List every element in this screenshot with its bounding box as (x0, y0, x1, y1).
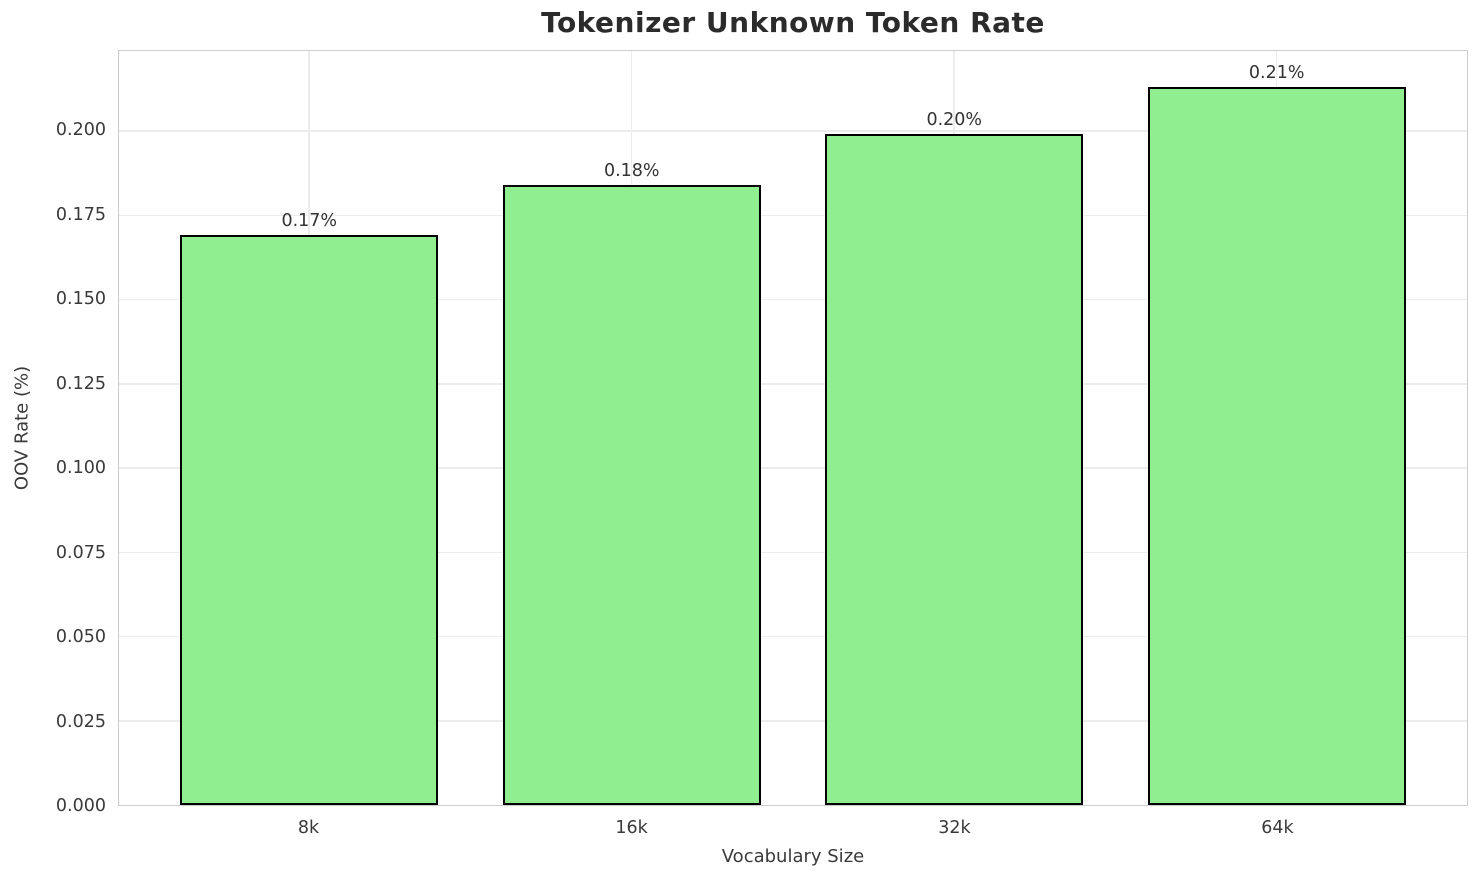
bar-value-label: 0.17% (281, 211, 338, 232)
bar-64k (1147, 87, 1406, 805)
bar-value-label: 0.18% (603, 160, 660, 181)
y-tick-label: 0.175 (55, 204, 106, 225)
bar-value-label: 0.20% (926, 110, 983, 131)
horizontal-gridline (119, 720, 1467, 722)
bar-32k (825, 134, 1084, 805)
horizontal-gridline (119, 467, 1467, 469)
y-tick-label: 0.025 (55, 711, 106, 732)
horizontal-gridline (119, 551, 1467, 554)
bar-16k (502, 184, 761, 805)
x-tick-label: 32k (938, 818, 971, 838)
horizontal-gridline (119, 635, 1467, 638)
horizontal-gridline (119, 214, 1467, 217)
y-tick-label: 0.100 (55, 458, 106, 479)
x-tick-label: 16k (615, 818, 648, 838)
chart-title: Tokenizer Unknown Token Rate (541, 6, 1045, 39)
bar-value-label: 0.21% (1248, 63, 1305, 84)
horizontal-gridline (119, 130, 1467, 132)
y-tick-label: 0.050 (55, 627, 106, 648)
y-tick-label: 0.075 (55, 542, 106, 563)
y-tick-label: 0.200 (55, 120, 106, 141)
x-tick-label: 8k (297, 818, 320, 838)
y-tick-label: 0.125 (55, 373, 106, 394)
plot-area: 0.17% 0.18% 0.20% 0.21% (118, 50, 1468, 806)
horizontal-gridline (119, 383, 1467, 385)
y-tick-label: 0.000 (55, 796, 106, 816)
horizontal-gridline (119, 298, 1467, 301)
x-tick-label: 64k (1261, 818, 1294, 838)
bar-8k (180, 235, 439, 805)
x-axis-label: Vocabulary Size (721, 846, 865, 867)
y-tick-label: 0.150 (55, 289, 106, 310)
